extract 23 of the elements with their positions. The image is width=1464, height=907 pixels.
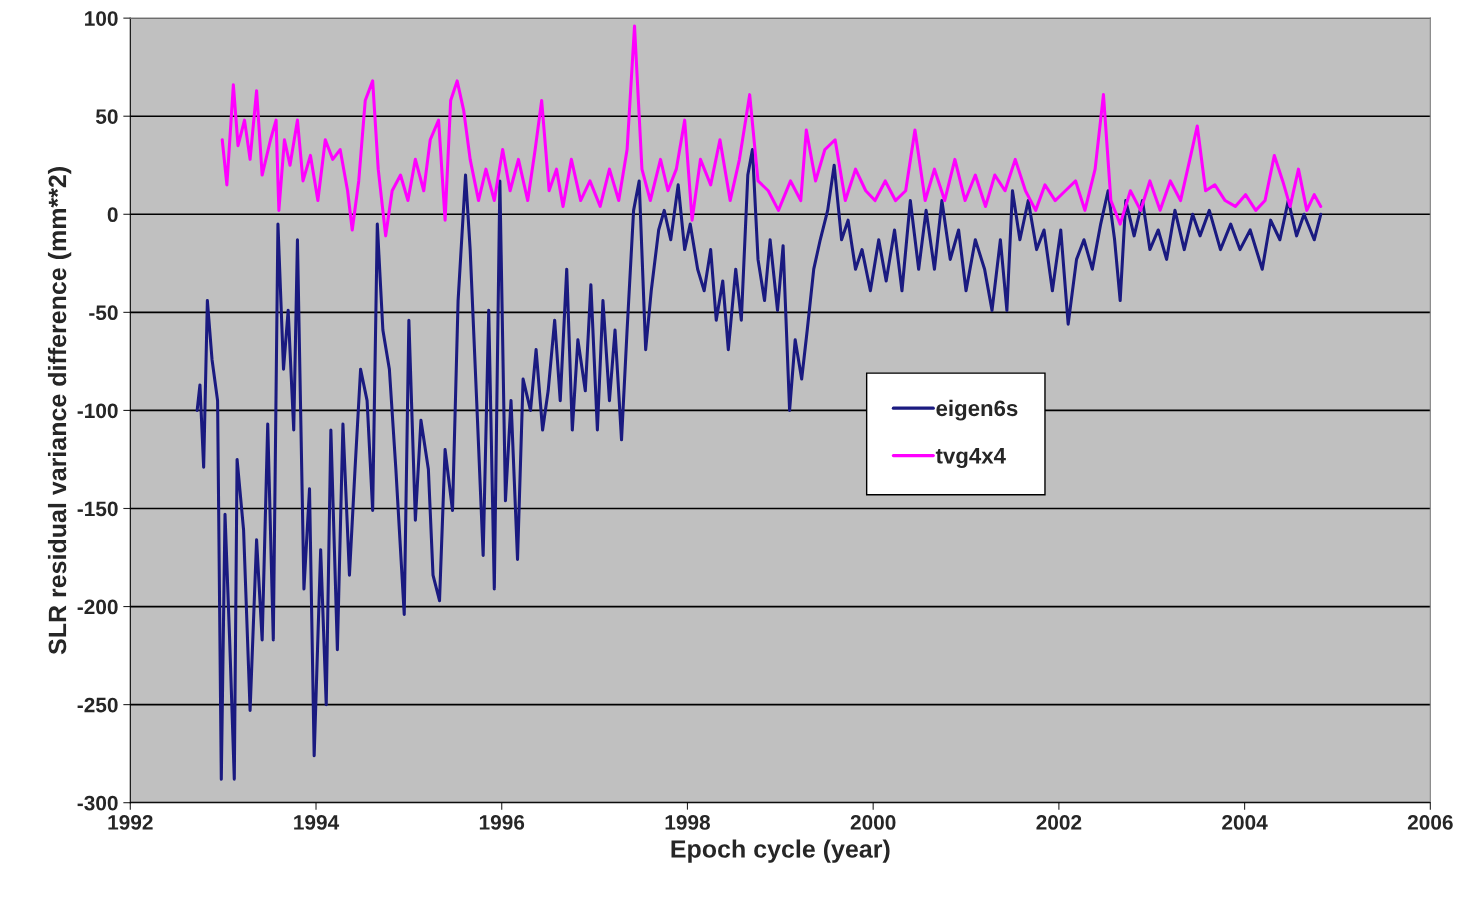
line-series	[220, 24, 1323, 238]
y-tick-label: -100	[77, 403, 118, 419]
x-tick-label: 1992	[108, 815, 153, 830]
legend-label: eigen6s	[936, 399, 1018, 421]
y-tick-label: -200	[77, 599, 118, 615]
y-tick-label: -300	[77, 795, 118, 811]
x-axis-title: Epoch cycle (year)	[671, 839, 890, 863]
y-axis-title: SLR residual variance difference (mm**2)	[47, 167, 72, 655]
x-tick-label: 1996	[479, 815, 525, 830]
y-tick-label: 0	[107, 207, 118, 223]
x-tick-label: 2002	[1036, 815, 1082, 830]
legend-label: tvg4x4	[935, 448, 1006, 469]
y-tick-label: 50	[95, 109, 118, 124]
x-tick-label: 2004	[1222, 815, 1268, 830]
y-tick-label: -150	[77, 501, 118, 517]
x-tick-label: 2006	[1407, 815, 1453, 830]
y-tick-label: -250	[77, 697, 118, 713]
y-tick-label: -50	[89, 305, 118, 321]
y-tick-label: 100	[85, 11, 118, 26]
x-tick-label: 2000	[850, 815, 896, 830]
x-tick-label: 1994	[294, 815, 340, 830]
line-series	[195, 148, 1323, 781]
x-tick-label: 1998	[665, 815, 710, 830]
